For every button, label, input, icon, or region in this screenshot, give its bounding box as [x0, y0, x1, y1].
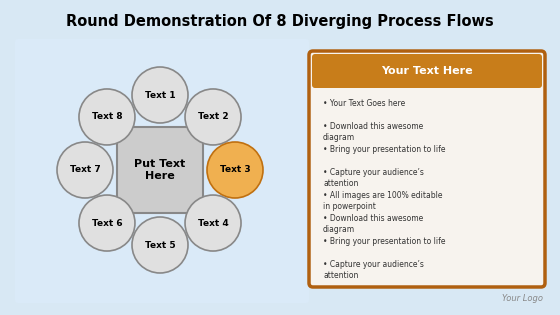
Text: • Bring your presentation to life: • Bring your presentation to life [323, 145, 446, 154]
Text: Round Demonstration Of 8 Diverging Process Flows: Round Demonstration Of 8 Diverging Proce… [66, 14, 494, 29]
Text: Text 2: Text 2 [198, 112, 228, 122]
Text: Put Text
Here: Put Text Here [134, 159, 185, 181]
Text: Text 5: Text 5 [144, 240, 175, 249]
Text: • All images are 100% editable
in powerpoint: • All images are 100% editable in powerp… [323, 191, 442, 211]
FancyBboxPatch shape [117, 127, 203, 213]
Circle shape [79, 195, 135, 251]
FancyBboxPatch shape [15, 39, 309, 303]
FancyBboxPatch shape [309, 51, 545, 287]
Circle shape [57, 142, 113, 198]
Text: Text 7: Text 7 [69, 165, 100, 175]
Text: • Download this awesome
diagram: • Download this awesome diagram [323, 214, 423, 234]
Circle shape [132, 217, 188, 273]
Circle shape [207, 142, 263, 198]
Text: Your Text Here: Your Text Here [381, 66, 473, 76]
Text: • Capture your audience’s
attention: • Capture your audience’s attention [323, 168, 424, 188]
Text: Your Logo: Your Logo [502, 294, 543, 303]
Text: Text 1: Text 1 [144, 90, 175, 100]
Circle shape [132, 67, 188, 123]
Text: • Your Text Goes here: • Your Text Goes here [323, 99, 405, 108]
Circle shape [79, 89, 135, 145]
Text: • Capture your audience’s
attention: • Capture your audience’s attention [323, 260, 424, 280]
FancyBboxPatch shape [312, 54, 542, 88]
Text: Text 8: Text 8 [92, 112, 122, 122]
Text: • Download this awesome
diagram: • Download this awesome diagram [323, 122, 423, 142]
Text: Text 6: Text 6 [92, 219, 122, 227]
Circle shape [185, 89, 241, 145]
Text: Text 4: Text 4 [198, 219, 228, 227]
Text: • Bring your presentation to life: • Bring your presentation to life [323, 237, 446, 246]
Text: Text 3: Text 3 [220, 165, 250, 175]
Circle shape [185, 195, 241, 251]
